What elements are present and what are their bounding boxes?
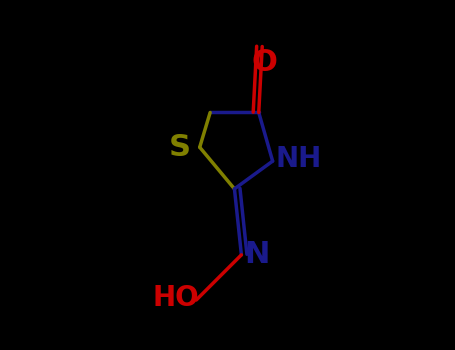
Text: N: N [244, 240, 270, 270]
Text: NH: NH [276, 145, 322, 173]
Text: S: S [169, 133, 191, 162]
Text: O: O [251, 48, 277, 77]
Text: HO: HO [152, 284, 199, 312]
